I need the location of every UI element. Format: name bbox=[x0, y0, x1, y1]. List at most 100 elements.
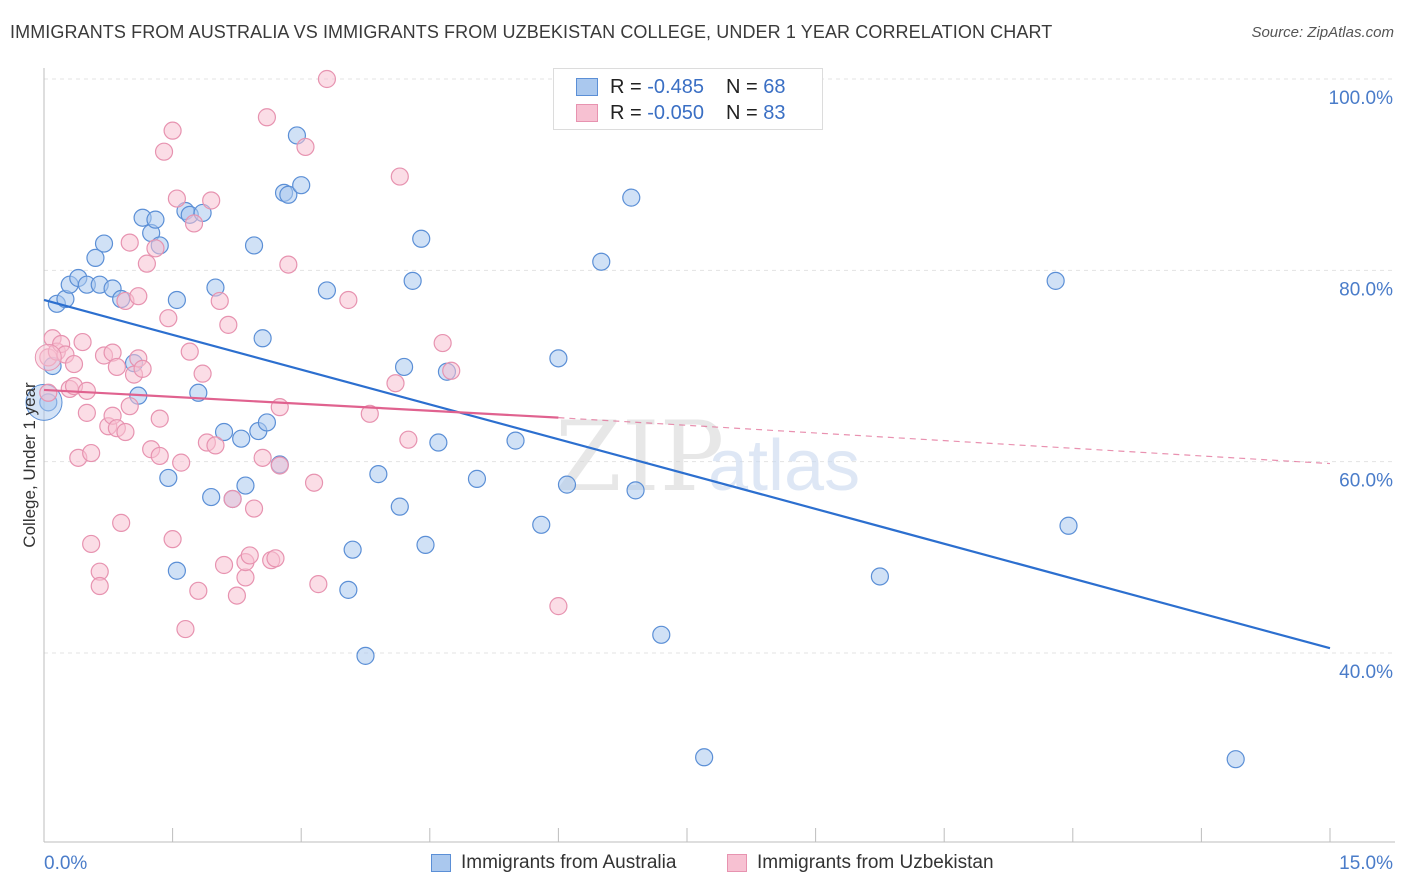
y-axis-title: College, Under 1 year bbox=[20, 382, 39, 548]
legend-r-value-uzbekistan: -0.050 bbox=[647, 101, 704, 124]
uzbekistan-point bbox=[129, 287, 148, 306]
legend: R = -0.485 N = 68 R = -0.050 N = 83 bbox=[553, 68, 823, 130]
australia-point bbox=[279, 185, 298, 204]
australia-point bbox=[532, 515, 551, 534]
australia-point bbox=[317, 281, 337, 300]
uzbekistan-point bbox=[180, 342, 199, 361]
legend-n-label: N = bbox=[725, 75, 758, 98]
australia-point bbox=[467, 469, 487, 488]
uzbekistan-point bbox=[167, 189, 186, 208]
uzbekistan-point bbox=[270, 398, 289, 417]
uzbekistan-point bbox=[34, 343, 62, 371]
legend-row-uzbekistan: R = -0.050 N = 83 bbox=[554, 100, 785, 126]
series-uzbekistan bbox=[34, 69, 568, 639]
uzbekistan-point bbox=[154, 142, 174, 161]
australia-point bbox=[244, 236, 264, 255]
australia-point bbox=[870, 567, 890, 586]
uzbekistan-point bbox=[227, 586, 246, 605]
australia-point bbox=[557, 475, 577, 494]
uzbekistan-point bbox=[296, 137, 315, 157]
uzbekistan-point bbox=[386, 374, 405, 393]
uzbekistan-trendline-extension bbox=[558, 417, 1331, 465]
australia-point bbox=[159, 468, 178, 488]
uzbekistan-point bbox=[150, 409, 169, 428]
bottom-legend-label-uzbekistan: Immigrants from Uzbekistan bbox=[757, 852, 994, 873]
legend-r-label: R = bbox=[610, 101, 642, 124]
australia-point bbox=[343, 540, 362, 559]
australia-point bbox=[94, 234, 114, 253]
uzbekistan-point bbox=[304, 473, 324, 492]
australia-point bbox=[416, 535, 435, 554]
australia-point bbox=[1046, 271, 1065, 290]
watermark-atlas: atlas bbox=[708, 426, 860, 506]
trendlines bbox=[43, 298, 1331, 650]
uzbekistan-point bbox=[184, 214, 204, 233]
uzbekistan-point bbox=[133, 359, 152, 378]
uzbekistan-point bbox=[240, 546, 259, 565]
australia-point bbox=[167, 290, 186, 310]
x-tick-label: 0.0% bbox=[44, 853, 87, 874]
uzbekistan-point bbox=[39, 383, 58, 402]
watermark: ZIP atlas bbox=[555, 401, 860, 513]
uzbekistan-point bbox=[360, 404, 379, 423]
axes bbox=[43, 68, 1395, 843]
uzbekistan-point bbox=[257, 108, 277, 127]
australia-point bbox=[652, 625, 671, 644]
uzbekistan-point bbox=[73, 332, 92, 352]
australia-point bbox=[1226, 750, 1245, 769]
australia-point bbox=[369, 465, 388, 484]
australia-point bbox=[253, 329, 272, 348]
uzbekistan-point bbox=[116, 422, 135, 442]
uzbekistan-point bbox=[206, 436, 225, 455]
australia-point bbox=[390, 497, 409, 516]
uzbekistan-point bbox=[390, 167, 409, 186]
y-tick-label: 100.0% bbox=[1329, 88, 1394, 109]
legend-n-label: N = bbox=[725, 101, 758, 124]
australia-trendline bbox=[43, 298, 1331, 650]
uzbekistan-point bbox=[146, 239, 165, 258]
australia-point bbox=[403, 271, 422, 290]
legend-n-value-uzbekistan: 83 bbox=[763, 101, 786, 124]
y-tick-label: 40.0% bbox=[1339, 662, 1393, 683]
uzbekistan-point bbox=[266, 549, 285, 568]
uzbekistan-point bbox=[172, 453, 191, 472]
bottom-legend-uzbekistan: Immigrants from Uzbekistan bbox=[727, 852, 994, 874]
bottom-legend-swatch-australia bbox=[431, 854, 451, 872]
uzbekistan-point bbox=[279, 255, 298, 274]
uzbekistan-point bbox=[163, 530, 182, 549]
australia-point bbox=[292, 176, 311, 195]
australia-point bbox=[412, 229, 431, 248]
uzbekistan-point bbox=[223, 489, 242, 509]
uzbekistan-point bbox=[317, 69, 337, 89]
uzbekistan-point bbox=[214, 555, 234, 575]
australia-point bbox=[232, 429, 251, 448]
uzbekistan-trendline bbox=[43, 388, 559, 419]
tick-labels: 100.0% 80.0% 60.0% 40.0% 0.0% 15.0% bbox=[44, 88, 1393, 874]
australia-point bbox=[626, 481, 645, 500]
legend-swatch-australia bbox=[576, 78, 598, 96]
australia-point bbox=[339, 580, 358, 599]
australia-point bbox=[167, 561, 186, 580]
uzbekistan-point bbox=[549, 597, 568, 616]
uzbekistan-point bbox=[193, 364, 212, 383]
australia-point bbox=[1059, 516, 1078, 535]
australia-point bbox=[214, 422, 234, 442]
uzbekistan-point bbox=[82, 443, 101, 463]
uzbekistan-point bbox=[176, 619, 195, 639]
australia-point bbox=[146, 210, 165, 229]
uzbekistan-point bbox=[150, 446, 169, 466]
uzbekistan-point bbox=[107, 357, 126, 377]
uzbekistan-point bbox=[159, 309, 178, 328]
australia-point bbox=[202, 487, 221, 507]
uzbekistan-point bbox=[90, 576, 109, 596]
uzbekistan-point bbox=[189, 581, 208, 600]
bottom-legend-australia: Immigrants from Australia bbox=[431, 852, 676, 874]
chart-title: IMMIGRANTS FROM AUSTRALIA VS IMMIGRANTS … bbox=[10, 22, 1053, 42]
uzbekistan-point bbox=[309, 575, 328, 594]
uzbekistan-point bbox=[244, 499, 264, 518]
australia-point bbox=[86, 248, 105, 267]
australia-point bbox=[429, 433, 448, 452]
legend-r-value-australia: -0.485 bbox=[647, 75, 704, 98]
uzbekistan-point bbox=[253, 448, 272, 467]
